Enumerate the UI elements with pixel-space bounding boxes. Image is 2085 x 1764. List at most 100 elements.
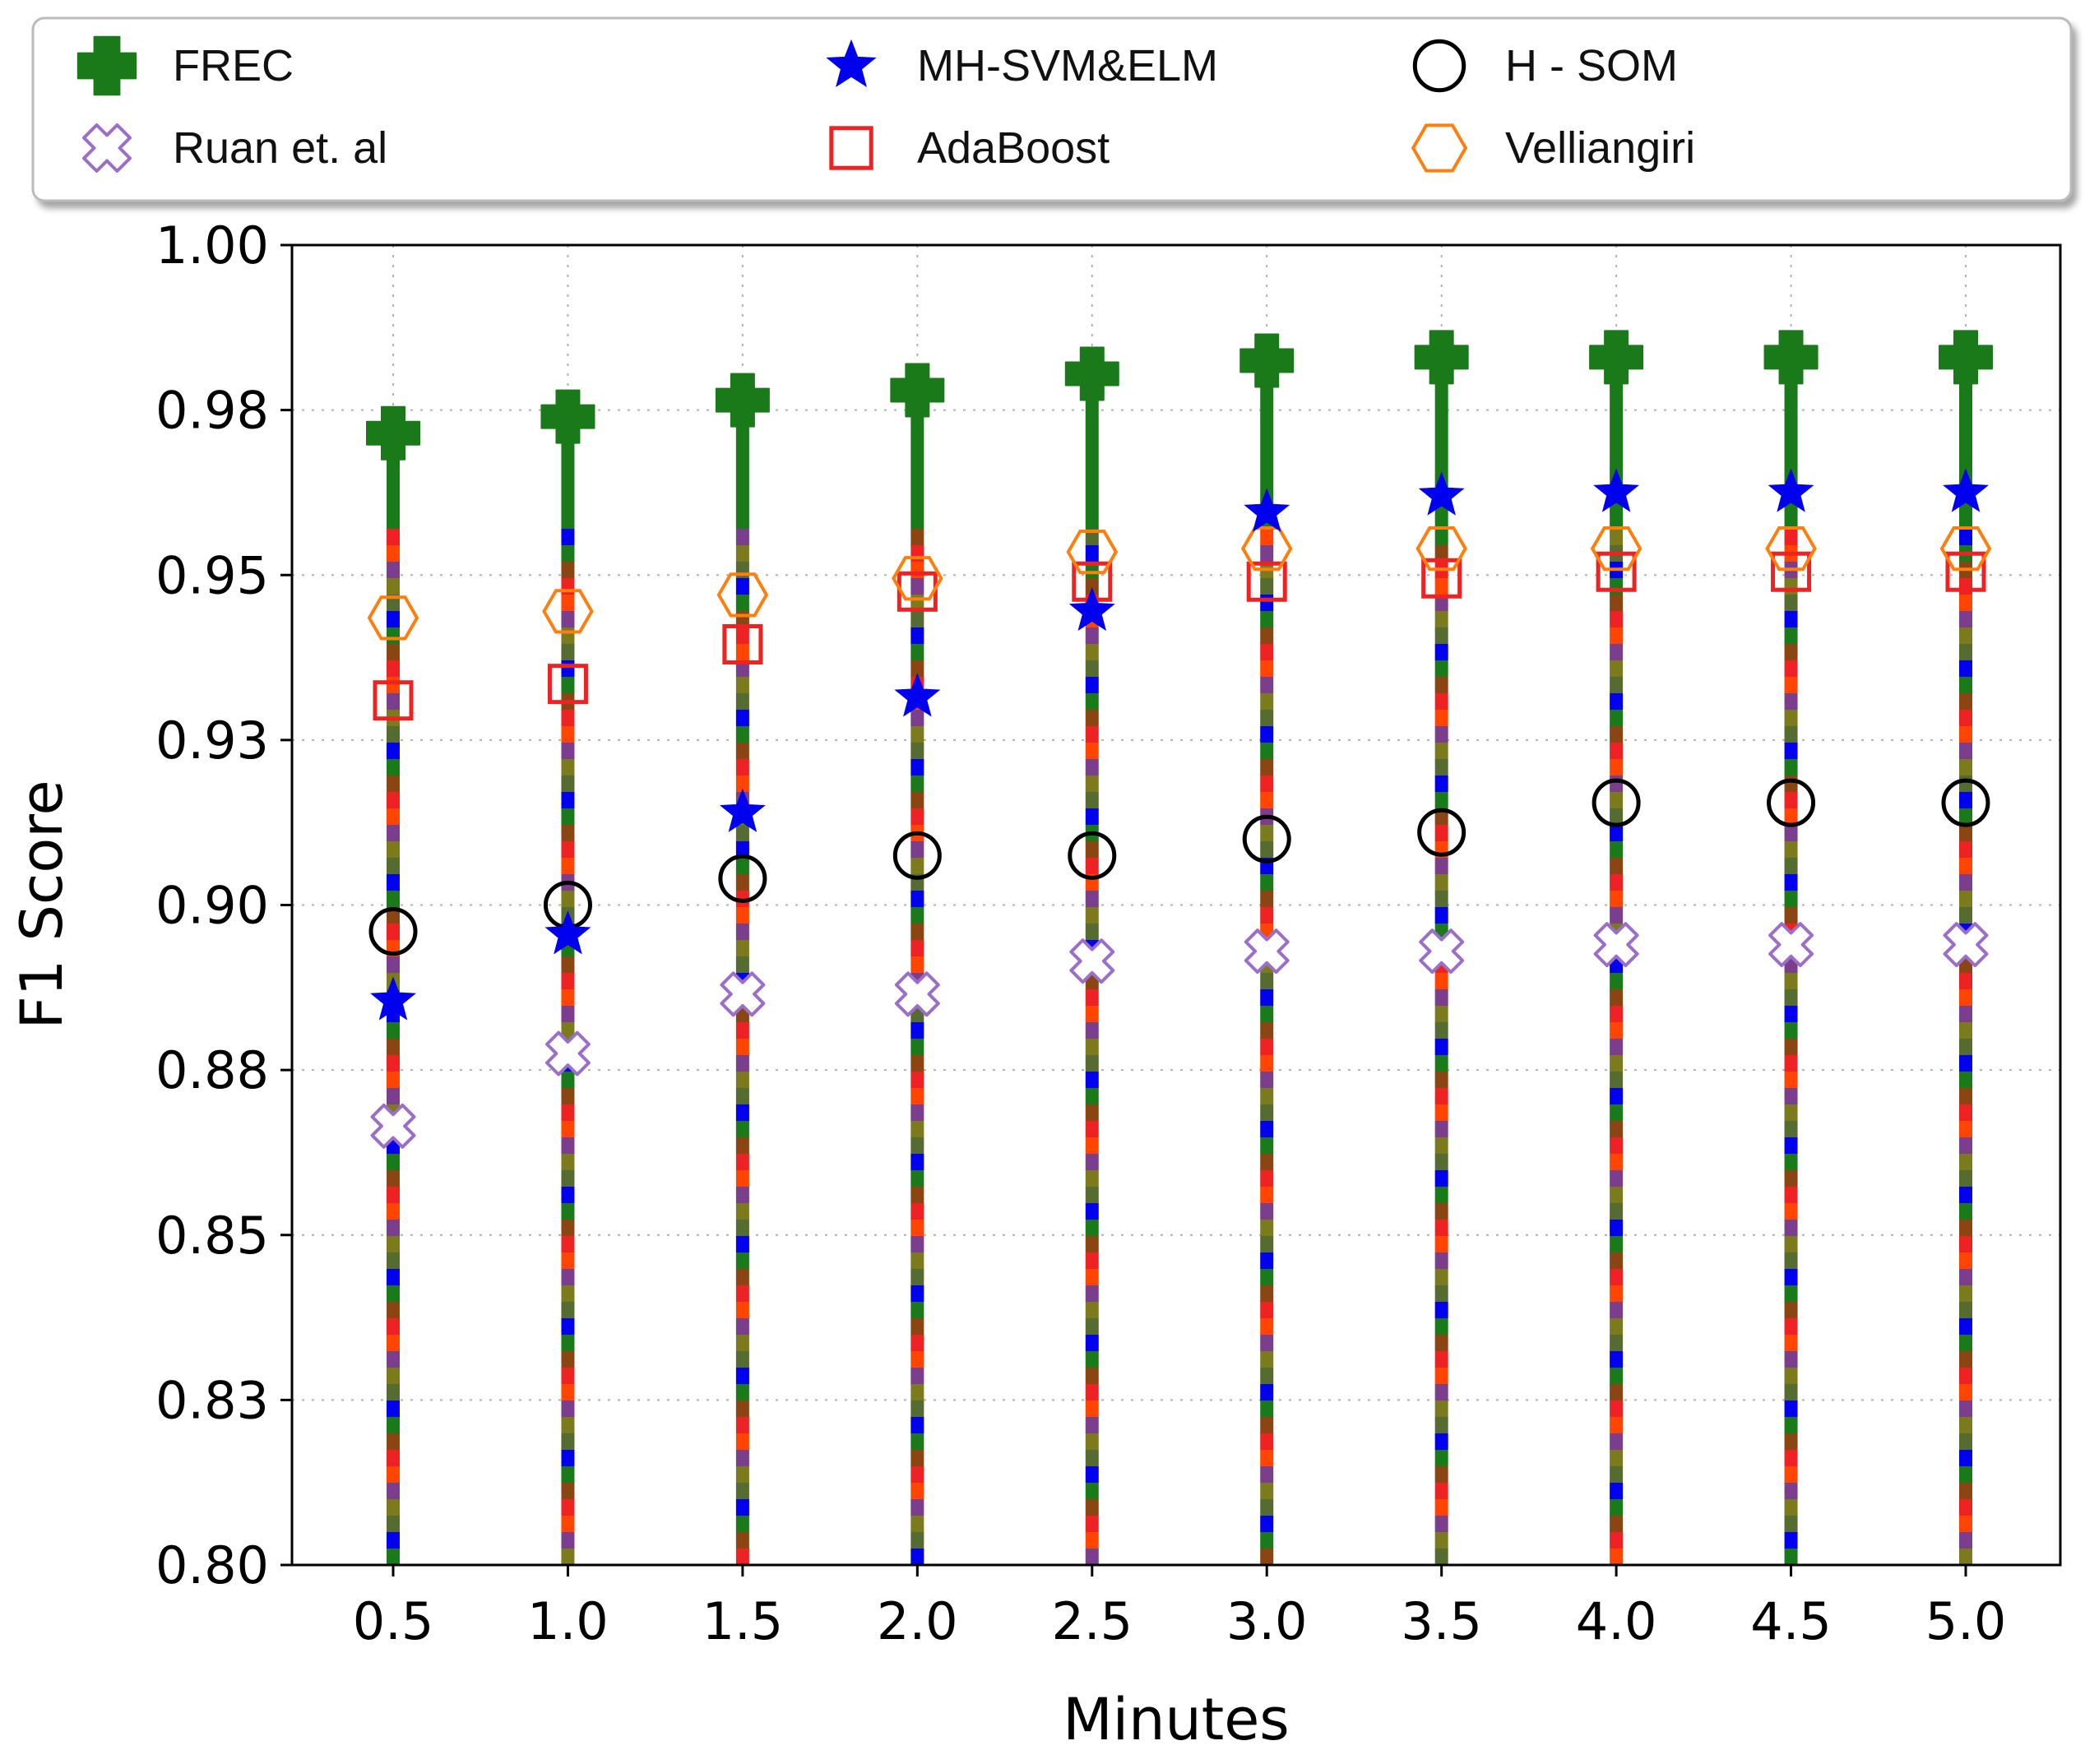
stem-segment bbox=[1784, 381, 1798, 397]
legend: FREC Ruan et. al MH-SVM&ELM AdaBoost H - SOM… bbox=[31, 16, 2073, 202]
stem-segment bbox=[1085, 463, 1099, 479]
stem-segment bbox=[735, 1154, 749, 1170]
stem-segment bbox=[1085, 1269, 1099, 1285]
stem-segment bbox=[561, 1401, 575, 1417]
stem-segment bbox=[1784, 1285, 1798, 1302]
stem-segment bbox=[1784, 447, 1798, 463]
stem-segment bbox=[735, 743, 749, 759]
stem-segment bbox=[735, 940, 749, 956]
stem-segment bbox=[735, 1022, 749, 1039]
stem-segment bbox=[1784, 841, 1798, 858]
stem-segment bbox=[1959, 808, 1972, 825]
stem-segment bbox=[1610, 512, 1624, 529]
stem-segment bbox=[735, 1121, 749, 1137]
stem-segment bbox=[910, 447, 924, 463]
stem-segment bbox=[1260, 1384, 1274, 1401]
stem-segment bbox=[735, 545, 749, 562]
stem-segment bbox=[1610, 1335, 1624, 1351]
stem-segment bbox=[561, 956, 575, 973]
stem-segment bbox=[1085, 1121, 1099, 1137]
stem-segment bbox=[910, 660, 924, 677]
stem-segment bbox=[1784, 825, 1798, 841]
stem-segment bbox=[1260, 595, 1274, 611]
ruan-et-al-point bbox=[1419, 928, 1465, 975]
stem-segment bbox=[1434, 397, 1448, 414]
stem-segment bbox=[1784, 660, 1798, 677]
stem-segment bbox=[1784, 1203, 1798, 1220]
stem-segment bbox=[1434, 1384, 1448, 1401]
stem-segment bbox=[1959, 447, 1972, 463]
stem-segment bbox=[1085, 858, 1099, 874]
stem-segment bbox=[387, 1154, 400, 1170]
stem-segment bbox=[1784, 1269, 1798, 1285]
legend-item-mh-svm-elm: MH-SVM&ELM bbox=[826, 39, 1218, 90]
stem-segment bbox=[1085, 1203, 1099, 1220]
stem-segment bbox=[1784, 430, 1798, 447]
stem-segment bbox=[1260, 891, 1274, 907]
stem-segment bbox=[1610, 1450, 1624, 1466]
stem-segment bbox=[1959, 1499, 1972, 1516]
stem-segment bbox=[1610, 1401, 1624, 1417]
stem-segment bbox=[1959, 1335, 1972, 1351]
stem-segment bbox=[387, 1499, 400, 1516]
stem-segment bbox=[1610, 743, 1624, 759]
stem-segment bbox=[735, 1170, 749, 1187]
stem-segment bbox=[561, 1220, 575, 1236]
stem-segment bbox=[387, 1318, 400, 1335]
stem-segment bbox=[1959, 825, 1972, 841]
stem-segment bbox=[1610, 808, 1624, 825]
stem-segment bbox=[735, 479, 749, 496]
stem-segment bbox=[1085, 1055, 1099, 1072]
stem-segment bbox=[1959, 397, 1972, 414]
stem-segment bbox=[1434, 891, 1448, 907]
stem-segment bbox=[1959, 578, 1972, 595]
stem-segment bbox=[735, 1368, 749, 1384]
stem-segment bbox=[1784, 1252, 1798, 1269]
y-tick-label: 0.93 bbox=[155, 711, 269, 771]
stem-segment bbox=[1085, 710, 1099, 726]
stem-segment bbox=[387, 792, 400, 808]
stem-segment bbox=[1784, 1532, 1798, 1549]
stem-segment bbox=[1959, 743, 1972, 759]
x-tick-label: 3.0 bbox=[1226, 1591, 1308, 1651]
stem-segment bbox=[735, 1384, 749, 1401]
stem-segment bbox=[1260, 1285, 1274, 1302]
stem-segment bbox=[1260, 759, 1274, 776]
stem-segment bbox=[735, 1549, 749, 1565]
stem-segment bbox=[1610, 447, 1624, 463]
stem-segment bbox=[1085, 1483, 1099, 1499]
stem-segment bbox=[1434, 1170, 1448, 1187]
y-tick-label: 0.80 bbox=[155, 1535, 269, 1595]
stem-segment bbox=[1784, 1516, 1798, 1532]
stem-segment bbox=[735, 1450, 749, 1466]
adaboost-point bbox=[373, 680, 414, 721]
stem-segment bbox=[1434, 1154, 1448, 1170]
stem-segment bbox=[387, 874, 400, 891]
stem-segment bbox=[387, 726, 400, 743]
stem-segment bbox=[1434, 1236, 1448, 1252]
stem-segment bbox=[1434, 611, 1448, 627]
stem-segment bbox=[1959, 1466, 1972, 1483]
stem-segment bbox=[1085, 414, 1099, 430]
stem-segment bbox=[910, 1532, 924, 1549]
stem-segment bbox=[1085, 1022, 1099, 1039]
stem-segment bbox=[1784, 1549, 1798, 1565]
stem-segment bbox=[1260, 1516, 1274, 1532]
stem-segment bbox=[1610, 1483, 1624, 1499]
stem-segment bbox=[387, 463, 400, 479]
stem-segment bbox=[1610, 1220, 1624, 1236]
stem-segment bbox=[1085, 693, 1099, 710]
adaboost-point bbox=[1945, 551, 1986, 592]
stem-segment bbox=[1959, 1104, 1972, 1121]
stem-segment bbox=[910, 1483, 924, 1499]
stem-segment bbox=[910, 1466, 924, 1483]
velliangiri-point bbox=[1590, 526, 1643, 572]
stem-segment bbox=[561, 1532, 575, 1549]
stem-segment bbox=[1434, 463, 1448, 479]
stem-segment bbox=[1260, 463, 1274, 479]
stem-segment bbox=[387, 891, 400, 907]
x-tick-label: 0.5 bbox=[353, 1591, 434, 1651]
stem-segment bbox=[1784, 627, 1798, 644]
h-som-point bbox=[892, 831, 942, 880]
stem-segment bbox=[1434, 1302, 1448, 1318]
